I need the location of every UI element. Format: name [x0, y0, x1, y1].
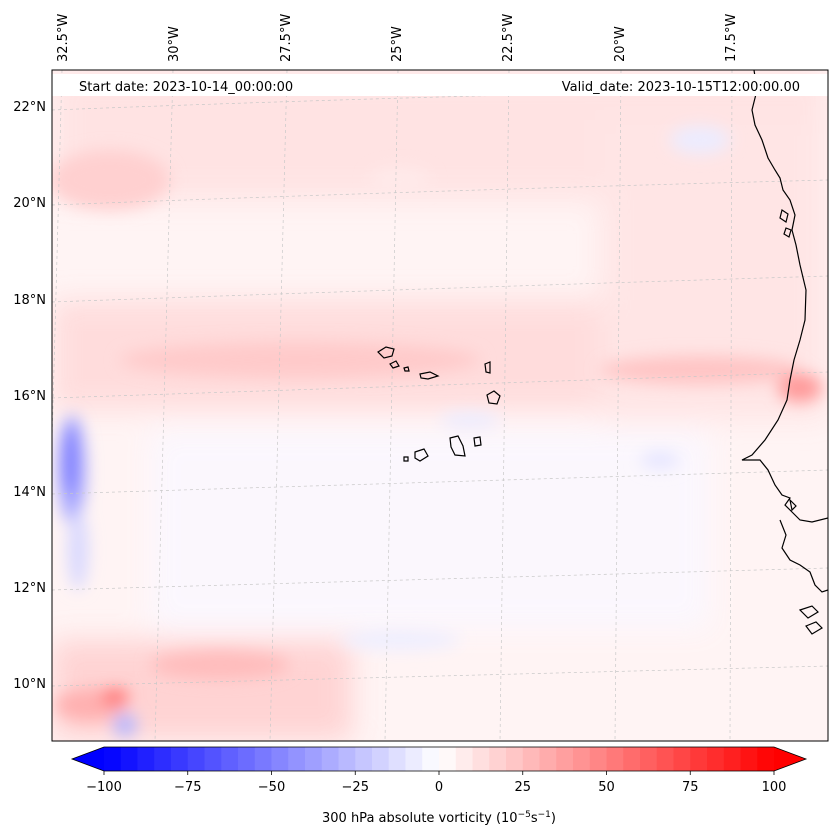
lat-label: 18°N — [13, 293, 46, 308]
colorbar-segment — [740, 747, 758, 771]
colorbar-segment — [757, 747, 775, 771]
colorbar-tick-label: −25 — [342, 780, 369, 795]
colorbar-segment — [640, 747, 658, 771]
colorbar-segment — [690, 747, 708, 771]
vorticity-field: Start date: 2023-10-14_00:00:00 Valid_da… — [52, 70, 828, 741]
colorbar-segment — [355, 747, 373, 771]
colorbar-segment — [589, 747, 608, 771]
colorbar-segments — [104, 747, 775, 771]
colorbar-segment — [656, 747, 675, 771]
colorbar-segment — [338, 747, 356, 771]
lat-label: 12°N — [13, 581, 46, 596]
colorbar-tick-label: −100 — [86, 780, 122, 795]
map-frame — [51, 69, 829, 742]
colorbar-segment — [305, 747, 323, 771]
colorbar-segment — [154, 747, 172, 771]
colorbar-segment — [573, 747, 591, 771]
lat-label: 10°N — [13, 677, 46, 692]
colorbar: −100 −75 −50 −25 0 25 50 75 100 300 hPa absolute… — [70, 746, 808, 826]
colorbar-segment — [120, 747, 139, 771]
african-coastline — [741, 70, 828, 635]
colorbar-segment — [489, 747, 507, 771]
lat-label: 20°N — [13, 196, 46, 211]
start-date-label: Start date: 2023-10-14_00:00:00 — [79, 80, 293, 95]
colorbar-extend-low — [72, 747, 104, 771]
colorbar-segment — [104, 747, 122, 771]
colorbar-segment — [238, 747, 256, 771]
longitude-labels: 32.5°W 30°W 27.5°W 25°W 22.5°W 20°W 17.5… — [56, 14, 739, 62]
gridlines — [52, 70, 828, 741]
lat-label: 22°N — [13, 100, 46, 115]
colorbar-tick-label: 75 — [682, 780, 699, 795]
colorbar-segment — [372, 747, 390, 771]
colorbar-segment — [254, 747, 273, 771]
colorbar-tick-label: −75 — [174, 780, 201, 795]
lat-label: 14°N — [13, 485, 46, 500]
colorbar-segment — [288, 747, 306, 771]
colorbar-segment — [556, 747, 574, 771]
lon-label: 25°W — [390, 26, 405, 62]
colorbar-segment — [321, 747, 340, 771]
lon-label: 22.5°W — [501, 14, 516, 62]
colorbar-segment — [187, 747, 206, 771]
colorbar-segment — [472, 747, 490, 771]
lon-label: 17.5°W — [724, 14, 739, 62]
colorbar-extend-high — [774, 747, 806, 771]
colorbar-segment — [204, 747, 222, 771]
colorbar-segment — [439, 747, 457, 771]
header-banner — [52, 74, 828, 96]
lon-label: 30°W — [167, 26, 182, 62]
lon-label: 27.5°W — [279, 14, 294, 62]
colorbar-segment — [506, 747, 524, 771]
colorbar-segment — [422, 747, 440, 771]
colorbar-segment — [539, 747, 557, 771]
lon-label: 32.5°W — [56, 14, 71, 62]
colorbar-segment — [137, 747, 155, 771]
colorbar-tick-label: 0 — [435, 780, 443, 795]
colorbar-segment — [723, 747, 742, 771]
lat-label: 16°N — [13, 389, 46, 404]
colorbar-segment — [455, 747, 474, 771]
colorbar-segment — [221, 747, 239, 771]
colorbar-tick-label: 50 — [598, 780, 615, 795]
colorbar-ticks: −100 −75 −50 −25 0 25 50 75 100 — [86, 771, 786, 795]
colorbar-segment — [522, 747, 541, 771]
colorbar-tick-label: 100 — [762, 780, 787, 795]
cape-verde-islands — [377, 346, 501, 462]
valid-date-label: Valid_date: 2023-10-15T12:00:00.00 — [562, 80, 800, 95]
colorbar-tick-label: 25 — [514, 780, 531, 795]
colorbar-tick-label: −50 — [258, 780, 285, 795]
colorbar-title: 300 hPa absolute vorticity (10−5s−1) — [322, 810, 556, 826]
colorbar-segment — [673, 747, 691, 771]
lon-label: 20°W — [613, 26, 628, 62]
colorbar-segment — [271, 747, 289, 771]
colorbar-segment — [707, 747, 725, 771]
colorbar-segment — [606, 747, 624, 771]
colorbar-segment — [388, 747, 407, 771]
colorbar-segment — [171, 747, 189, 771]
latitude-labels: 22°N 20°N 18°N 16°N 14°N 12°N 10°N — [13, 100, 46, 692]
colorbar-segment — [623, 747, 641, 771]
colorbar-segment — [405, 747, 423, 771]
